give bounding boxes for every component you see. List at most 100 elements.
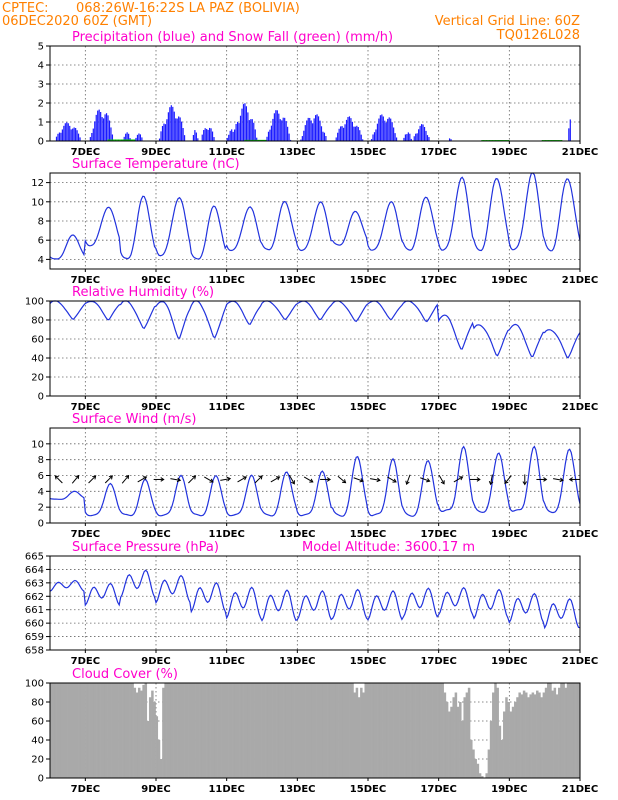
wind-arrow <box>54 475 63 484</box>
snow-bar <box>114 139 117 141</box>
cloud-bar <box>472 749 475 778</box>
precip-bar <box>423 126 426 141</box>
precip-bar <box>282 117 284 141</box>
precip-bar <box>347 117 349 141</box>
wind-arrow <box>536 477 548 482</box>
cloud-bar <box>162 687 165 778</box>
cloud-bar <box>87 683 90 778</box>
precip-bar <box>340 126 342 141</box>
precip-bar <box>211 131 214 141</box>
cloud-bar <box>327 683 330 778</box>
precip-bar <box>407 132 409 141</box>
precip-bar <box>348 116 351 141</box>
cloud-bar <box>569 683 572 778</box>
cloud-bar <box>551 690 554 778</box>
precip-bar <box>325 136 327 141</box>
precip-bar <box>306 120 308 141</box>
wind-arrow-head <box>326 477 332 482</box>
cloud-bar <box>274 683 277 778</box>
precip-bar <box>279 119 281 141</box>
precip-bar <box>269 129 271 141</box>
cloud-bar <box>265 683 269 778</box>
cloud-bar <box>450 706 453 778</box>
cloud-bar <box>448 711 451 778</box>
wind-arrow-shaft <box>504 475 512 484</box>
cloud-bar <box>555 694 559 778</box>
wind-arrow <box>303 476 314 483</box>
precip-bar <box>104 114 106 141</box>
precip-bar <box>236 121 239 141</box>
wind-arrow-head <box>522 481 528 486</box>
cloud-y-tick-label: 20 <box>31 755 44 766</box>
precip-bar <box>229 130 231 141</box>
cloud-bar <box>217 683 220 778</box>
snow-bar <box>264 139 267 141</box>
wind-y-tick-label: 10 <box>31 439 44 450</box>
snow-bar <box>110 139 112 141</box>
cloud-bar <box>269 683 273 778</box>
precip-bar <box>413 136 415 141</box>
cloud-bar <box>320 683 323 778</box>
precip-bar <box>300 139 302 141</box>
wind-arrow-shaft <box>438 474 445 485</box>
snow-bar <box>116 139 118 141</box>
cloud-bar <box>124 683 128 778</box>
precip-y-tick-label: 0 <box>38 137 44 148</box>
temperature-x-tick-label: 15DEC <box>350 275 386 286</box>
humidity-x-tick-label: 7DEC <box>71 402 100 413</box>
precip-x-tick-label: 9DEC <box>141 147 170 158</box>
cloud-bar <box>408 683 411 778</box>
cloud-x-tick-label: 11DEC <box>208 784 244 795</box>
wind-arrow-head <box>209 478 214 483</box>
temperature-title: Surface Temperature (nC) <box>72 157 240 172</box>
wind-arrow <box>254 475 263 484</box>
snow-bar <box>119 139 121 141</box>
wind-arrow <box>522 474 528 486</box>
cloud-bar <box>175 683 178 778</box>
precip-bar <box>248 120 250 141</box>
precip-bar <box>97 110 99 141</box>
wind-arrow-shaft <box>270 476 280 483</box>
precip-bar <box>158 138 161 141</box>
precip-bar <box>273 113 275 141</box>
snow-bar <box>245 139 248 141</box>
snow-bar <box>250 139 252 141</box>
pressure-x-tick-label: 21DEC <box>562 656 598 667</box>
cloud-bar <box>531 692 535 778</box>
cloud-bar <box>311 683 315 778</box>
cloud-bar <box>80 683 84 778</box>
precip-bar <box>370 139 373 141</box>
pressure-x-tick-label: 19DEC <box>491 656 527 667</box>
precip-bar <box>107 115 109 141</box>
wind-arrow <box>387 476 397 483</box>
precip-bar <box>164 124 167 141</box>
wind-x-tick-label: 15DEC <box>350 529 386 540</box>
cloud-bar <box>335 683 339 778</box>
cloud-bar <box>157 740 161 778</box>
cloud-bar <box>338 683 341 778</box>
precip-bar <box>373 132 376 141</box>
wind-arrow <box>204 476 214 483</box>
header-grid-note: Vertical Grid Line: 60Z <box>435 14 580 29</box>
cloud-bar <box>186 683 189 778</box>
cloud-bar <box>553 687 557 778</box>
wind-arrow-head <box>290 480 295 485</box>
cloud-bar <box>256 683 260 778</box>
temperature-y-tick-label: 8 <box>38 217 44 228</box>
humidity-x-tick-label: 19DEC <box>491 402 527 413</box>
precip-x-tick-label: 7DEC <box>71 147 100 158</box>
wind-arrow-shaft <box>288 474 295 485</box>
humidity-title: Relative Humidity (%) <box>72 285 214 300</box>
cloud-bar <box>102 683 106 778</box>
temperature-y-tick-label: 10 <box>31 197 44 208</box>
cloud-bar <box>307 683 310 778</box>
precip-bar <box>316 114 318 141</box>
precip-bar <box>234 129 236 141</box>
cloud-bar <box>223 683 227 778</box>
precip-bar <box>245 106 248 141</box>
wind-arrow-shaft <box>204 476 214 483</box>
cloud-bar <box>437 683 440 778</box>
cloud-bar <box>566 683 570 778</box>
pressure-y-tick-label: 660 <box>25 619 44 630</box>
cloud-bar <box>252 683 255 778</box>
